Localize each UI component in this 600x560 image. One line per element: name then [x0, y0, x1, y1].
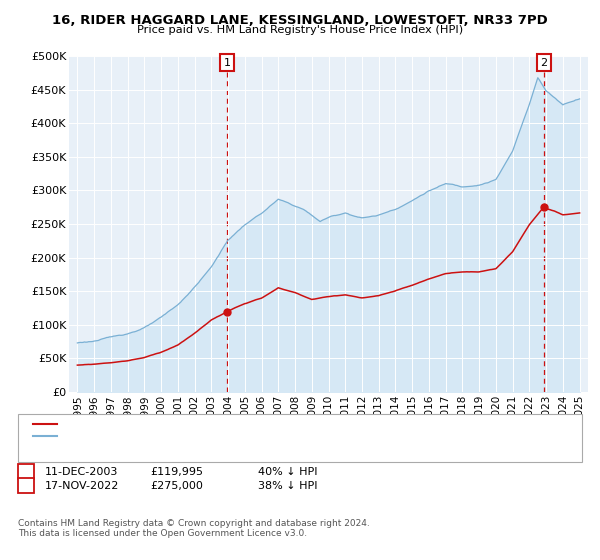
Text: 38% ↓ HPI: 38% ↓ HPI: [258, 480, 317, 491]
Text: This data is licensed under the Open Government Licence v3.0.: This data is licensed under the Open Gov…: [18, 529, 307, 538]
Text: £119,995: £119,995: [150, 466, 203, 477]
Text: 16, RIDER HAGGARD LANE, KESSINGLAND, LOWESTOFT, NR33 7PD (detached house): 16, RIDER HAGGARD LANE, KESSINGLAND, LOW…: [60, 419, 485, 429]
Text: 16, RIDER HAGGARD LANE, KESSINGLAND, LOWESTOFT, NR33 7PD: 16, RIDER HAGGARD LANE, KESSINGLAND, LOW…: [52, 14, 548, 27]
Text: 1: 1: [224, 58, 231, 68]
Text: 2: 2: [541, 58, 548, 68]
Text: £275,000: £275,000: [150, 480, 203, 491]
Text: HPI: Average price, detached house, East Suffolk: HPI: Average price, detached house, East…: [60, 431, 304, 441]
Text: Contains HM Land Registry data © Crown copyright and database right 2024.: Contains HM Land Registry data © Crown c…: [18, 519, 370, 528]
Text: 11-DEC-2003: 11-DEC-2003: [45, 466, 118, 477]
Text: 40% ↓ HPI: 40% ↓ HPI: [258, 466, 317, 477]
Text: 1: 1: [22, 466, 29, 477]
Text: 2: 2: [22, 480, 29, 491]
Text: 17-NOV-2022: 17-NOV-2022: [45, 480, 119, 491]
Text: Price paid vs. HM Land Registry's House Price Index (HPI): Price paid vs. HM Land Registry's House …: [137, 25, 463, 35]
